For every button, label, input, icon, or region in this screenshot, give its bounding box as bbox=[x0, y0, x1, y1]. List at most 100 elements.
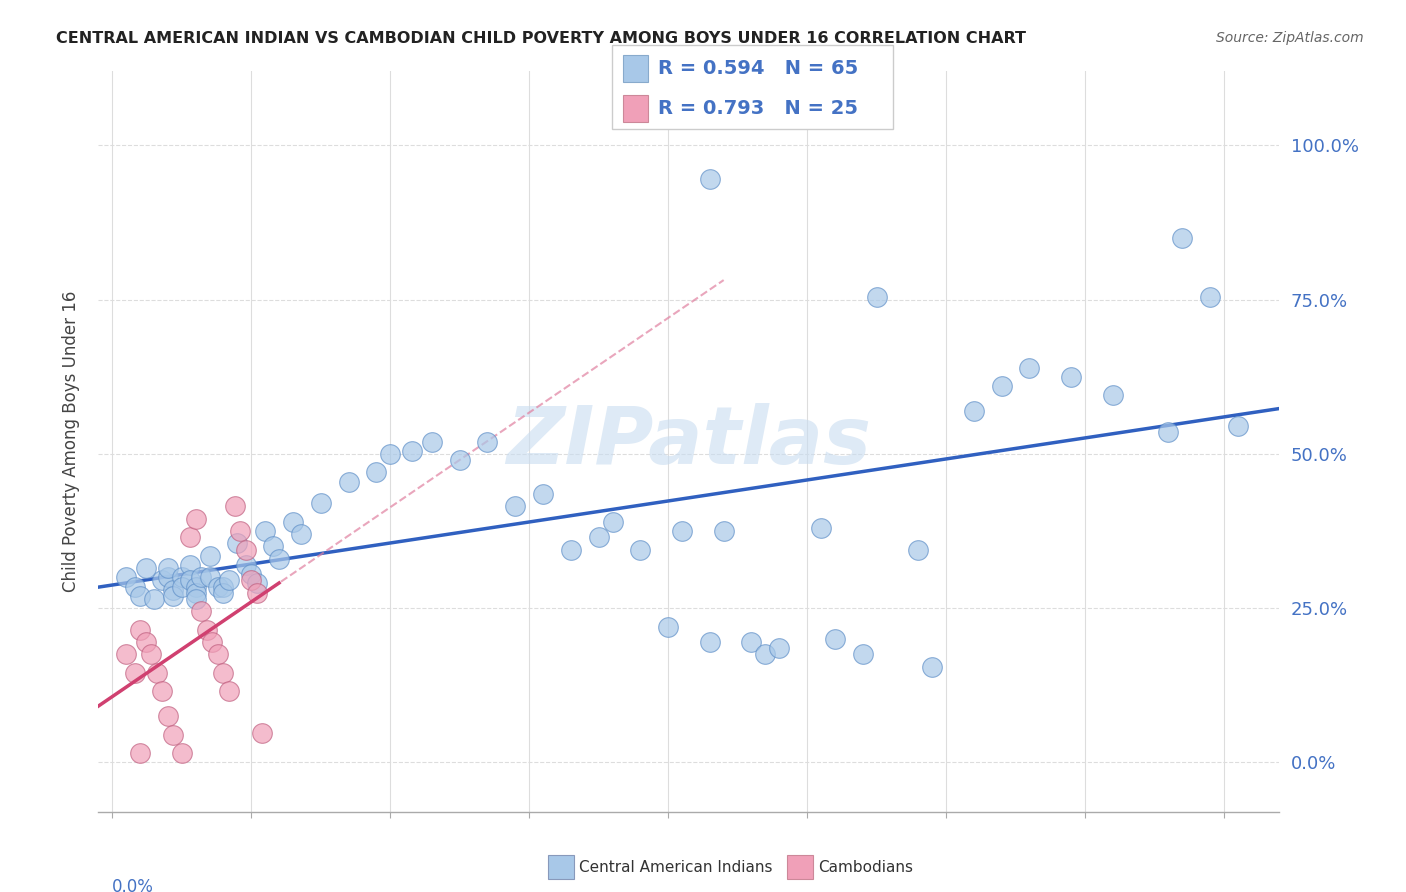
Text: Source: ZipAtlas.com: Source: ZipAtlas.com bbox=[1216, 31, 1364, 45]
Text: ZIPatlas: ZIPatlas bbox=[506, 402, 872, 481]
Point bbox=[254, 524, 277, 538]
Point bbox=[235, 558, 257, 572]
Point bbox=[588, 530, 610, 544]
Point bbox=[115, 648, 138, 662]
Point bbox=[201, 635, 224, 649]
Point bbox=[195, 623, 218, 637]
Text: Cambodians: Cambodians bbox=[818, 860, 914, 874]
Text: 0.0%: 0.0% bbox=[112, 879, 155, 892]
Point bbox=[754, 648, 776, 662]
Point bbox=[170, 746, 193, 760]
Point bbox=[1157, 425, 1180, 440]
Point bbox=[179, 558, 201, 572]
Point bbox=[449, 453, 471, 467]
Point bbox=[184, 511, 207, 525]
Point bbox=[170, 570, 193, 584]
Point bbox=[212, 665, 235, 680]
Point bbox=[713, 524, 735, 538]
Point bbox=[129, 623, 152, 637]
Point bbox=[366, 466, 388, 480]
Point bbox=[212, 580, 235, 594]
Point bbox=[129, 746, 152, 760]
Point bbox=[179, 530, 201, 544]
Point bbox=[156, 570, 179, 584]
Point bbox=[1226, 419, 1249, 434]
Point bbox=[246, 585, 269, 599]
Point bbox=[143, 591, 166, 606]
Point bbox=[218, 684, 240, 698]
Text: R = 0.594   N = 65: R = 0.594 N = 65 bbox=[658, 59, 858, 78]
Point bbox=[235, 542, 257, 557]
Point bbox=[921, 659, 943, 673]
Point bbox=[190, 604, 212, 618]
Point bbox=[420, 434, 443, 449]
Text: Central American Indians: Central American Indians bbox=[579, 860, 773, 874]
Point bbox=[170, 580, 193, 594]
Point bbox=[252, 725, 274, 739]
Point bbox=[602, 515, 624, 529]
Point bbox=[628, 542, 651, 557]
Point bbox=[246, 576, 269, 591]
Point bbox=[1101, 388, 1123, 402]
Point bbox=[129, 589, 152, 603]
Point bbox=[671, 524, 693, 538]
Point bbox=[162, 728, 184, 742]
Point bbox=[401, 443, 423, 458]
Point bbox=[150, 684, 173, 698]
Point bbox=[207, 648, 229, 662]
Point bbox=[657, 619, 679, 633]
Point bbox=[865, 289, 887, 303]
Point bbox=[124, 665, 146, 680]
Point bbox=[560, 542, 582, 557]
Point bbox=[263, 540, 285, 554]
Point bbox=[740, 635, 762, 649]
Point bbox=[162, 589, 184, 603]
Point bbox=[162, 582, 184, 597]
Y-axis label: Child Poverty Among Boys Under 16: Child Poverty Among Boys Under 16 bbox=[62, 291, 80, 592]
Point bbox=[1199, 289, 1222, 303]
Point bbox=[179, 574, 201, 588]
Point bbox=[115, 570, 138, 584]
Point bbox=[198, 570, 221, 584]
Point bbox=[212, 585, 235, 599]
Point bbox=[852, 648, 875, 662]
Point bbox=[1018, 360, 1040, 375]
Point bbox=[907, 542, 929, 557]
Point bbox=[281, 515, 304, 529]
Point bbox=[224, 500, 246, 514]
Point bbox=[990, 379, 1012, 393]
Point bbox=[477, 434, 499, 449]
Point bbox=[810, 521, 832, 535]
Point bbox=[337, 475, 360, 489]
Point bbox=[503, 500, 526, 514]
Point bbox=[267, 551, 290, 566]
Point bbox=[699, 172, 721, 186]
Point bbox=[156, 561, 179, 575]
Point bbox=[156, 709, 179, 723]
Point bbox=[824, 632, 846, 646]
Point bbox=[380, 447, 402, 461]
Point bbox=[229, 524, 252, 538]
Point bbox=[184, 585, 207, 599]
Point bbox=[198, 549, 221, 563]
Point bbox=[1060, 369, 1083, 384]
Point bbox=[190, 570, 212, 584]
Point bbox=[184, 580, 207, 594]
Point bbox=[963, 403, 986, 417]
Point bbox=[699, 635, 721, 649]
Text: R = 0.793   N = 25: R = 0.793 N = 25 bbox=[658, 99, 858, 118]
Point bbox=[141, 648, 163, 662]
Point bbox=[150, 574, 173, 588]
Point bbox=[240, 574, 263, 588]
Point bbox=[309, 496, 332, 510]
Point bbox=[290, 527, 312, 541]
Point bbox=[531, 487, 554, 501]
Point bbox=[135, 635, 157, 649]
Point bbox=[207, 580, 229, 594]
Point bbox=[218, 574, 240, 588]
Point bbox=[1171, 231, 1194, 245]
Point bbox=[146, 665, 169, 680]
Point bbox=[124, 580, 146, 594]
Point bbox=[768, 641, 790, 656]
Point bbox=[240, 567, 263, 582]
